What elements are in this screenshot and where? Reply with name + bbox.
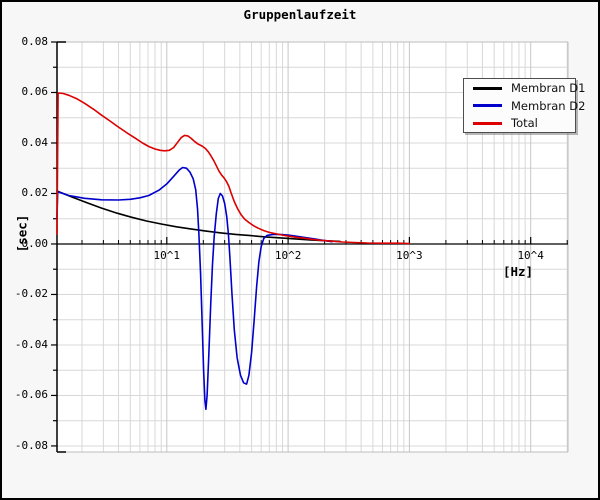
legend-item-label: Membran D2 (511, 98, 586, 113)
x-tick-label: 10^3 (396, 249, 423, 262)
series-total-line (56, 92, 411, 245)
chart-title: Gruppenlaufzeit (243, 7, 357, 22)
series-membran-d2-line (56, 166, 333, 411)
y-tick-label: 0.06 (21, 85, 49, 99)
y-tick-label: 0.02 (21, 186, 49, 200)
legend: Membran D1 Membran D2 Total (463, 78, 585, 133)
x-tick-label: 10^1 (153, 249, 181, 262)
legend-item: Membran D2 (464, 97, 585, 114)
y-tick-label: -0.06 (14, 388, 48, 402)
legend-item: Total (464, 115, 575, 132)
legend-line-swatch-membran-d2 (473, 104, 502, 107)
x-tick-label: 10^4 (517, 249, 544, 262)
x-axis-unit-label: [Hz] (502, 264, 534, 279)
y-tick-label: -0.08 (14, 438, 48, 452)
y-tick-label: 0.04 (21, 135, 49, 149)
y-axis-unit-label: [sec] (14, 214, 30, 253)
legend-line-swatch-total (473, 121, 502, 125)
y-tick-label: -0.02 (14, 287, 48, 301)
legend-item-label: Total (511, 116, 538, 130)
legend-line-swatch-membran-d1 (473, 86, 502, 90)
legend-item-label: Membran D1 (511, 81, 586, 95)
y-tick-label: -0.04 (14, 337, 48, 351)
x-tick-label: 10^2 (274, 249, 302, 262)
y-tick-label: 0.08 (21, 35, 49, 48)
y-tick-label: 0.00 (21, 236, 49, 250)
legend-item: Membran D1 (464, 80, 585, 97)
